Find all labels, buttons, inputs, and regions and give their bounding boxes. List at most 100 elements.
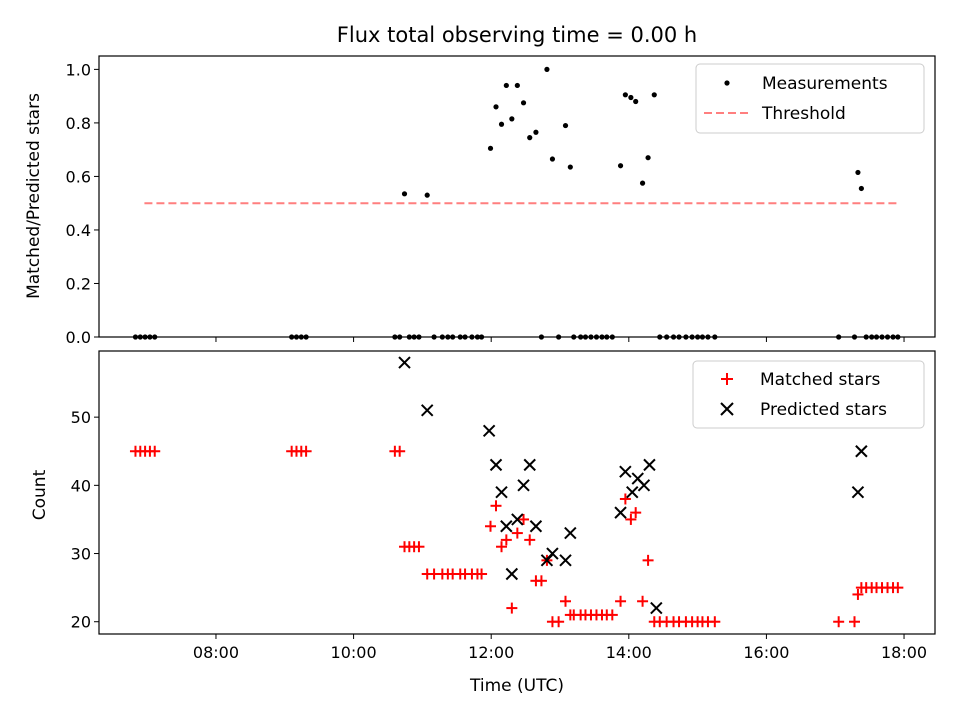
measurement-point — [628, 94, 634, 101]
bottom-y-tick-label: 30 — [71, 545, 91, 564]
measurement-point — [562, 122, 569, 129]
top-x-ticks — [215, 337, 905, 342]
top-y-tick-label: 0.6 — [66, 167, 91, 186]
matched-star-point — [485, 520, 497, 532]
matched-star-point — [500, 534, 512, 546]
measurement-point — [520, 100, 527, 106]
matched-star-point — [637, 595, 649, 607]
measurement-point — [639, 180, 646, 186]
predicted-star-point — [851, 485, 865, 499]
bottom-x-tick-label: 18:00 — [881, 643, 927, 662]
top-y-tick-label: 0.0 — [66, 328, 91, 347]
predicted-star-point — [626, 485, 639, 499]
bottom-x-tick-label: 14:00 — [606, 643, 652, 662]
measurement-point — [567, 164, 573, 170]
matched-star-point — [615, 595, 627, 607]
top-axes-frame — [98, 55, 936, 338]
measurement-point — [493, 104, 499, 110]
bottom-y-tick-label: 20 — [71, 613, 91, 632]
top-y-tick-label: 0.4 — [66, 221, 91, 240]
predicted-star-point — [546, 547, 559, 560]
matched-star-point — [852, 588, 864, 600]
top-legend-box — [695, 63, 925, 134]
predicted-star-point — [564, 526, 577, 540]
matched-star-point — [490, 500, 502, 512]
matched-star-point — [506, 602, 518, 614]
predicted-star-point — [523, 458, 536, 472]
matched-star-point — [149, 445, 161, 457]
measurement-point — [855, 169, 861, 176]
legend-matched-marker — [721, 373, 733, 385]
measurement-point — [527, 135, 533, 141]
predicted-star-point — [517, 479, 530, 492]
matched-star-point — [511, 527, 523, 539]
predicted-star-point — [650, 601, 663, 615]
matched-star-point — [300, 445, 312, 457]
top-panel: Flux total observing time = 0.00 h Match… — [24, 23, 936, 347]
matched-star-point — [833, 616, 845, 628]
bottom-y-axis-label: Count — [30, 469, 50, 520]
matched-star-point — [476, 568, 488, 580]
measurement-point — [503, 82, 509, 89]
bottom-y-ticks: 20 30 40 50 — [71, 408, 99, 632]
bottom-y-tick-label: 50 — [71, 408, 91, 427]
legend-threshold-label: Threshold — [761, 104, 846, 124]
measurement-point — [544, 66, 550, 72]
bottom-x-axis-label: Time (UTC) — [469, 676, 564, 696]
predicted-star-point — [529, 520, 543, 533]
predicted-star-point — [643, 458, 656, 472]
legend-predicted-marker — [720, 402, 734, 416]
top-y-axis-label: Matched/Predicted stars — [24, 93, 44, 299]
bottom-legend: Matched stars Predicted stars — [692, 360, 925, 429]
measurement-point — [514, 82, 520, 89]
predicted-star-point — [495, 485, 508, 499]
matched-star-point — [642, 554, 654, 566]
bottom-x-tick-label: 08:00 — [193, 643, 239, 662]
predicted-star-point — [500, 520, 513, 533]
bottom-y-tick-label: 40 — [71, 476, 91, 495]
measurement-point — [549, 156, 556, 162]
matched-star-point — [619, 493, 631, 505]
measurement-point — [622, 92, 628, 98]
bottom-legend-box — [692, 360, 925, 429]
predicted-star-point — [559, 554, 572, 567]
matched-star-point — [535, 575, 547, 587]
legend-measurements-marker — [724, 80, 730, 86]
matched-star-point — [892, 582, 904, 594]
top-y-ticks: 0.0 0.2 0.4 0.6 0.8 1.0 — [66, 60, 99, 347]
bottom-x-ticks: 08:00 10:00 12:00 14:00 16:00 18:00 — [193, 634, 927, 662]
bottom-x-tick-label: 10:00 — [331, 643, 377, 662]
matched-star-point — [394, 445, 406, 457]
matched-star-point — [625, 513, 637, 525]
matched-star-point — [709, 616, 721, 628]
measurement-point — [533, 129, 539, 135]
matched-star-point — [413, 541, 425, 553]
predicted-star-point — [511, 513, 524, 526]
measurement-point — [498, 121, 505, 127]
predicted-star-point — [619, 465, 632, 478]
measurement-point — [509, 116, 515, 122]
top-y-tick-label: 0.8 — [66, 114, 91, 133]
measurement-point — [487, 145, 494, 151]
bottom-plot-marks — [129, 356, 904, 628]
bottom-x-tick-label: 12:00 — [468, 643, 514, 662]
predicted-star-point — [398, 356, 411, 369]
measurement-point — [617, 163, 624, 169]
top-y-tick-label: 1.0 — [66, 60, 91, 79]
top-y-tick-label: 0.2 — [66, 274, 91, 293]
matched-star-point — [848, 616, 860, 628]
matched-star-point — [524, 534, 536, 546]
predicted-star-point — [505, 567, 519, 581]
matched-star-point — [518, 513, 530, 525]
top-legend: Measurements Threshold — [695, 63, 925, 134]
legend-measurements-label: Measurements — [762, 74, 888, 94]
bottom-panel: Count Time (UTC) 20 30 40 50 08:00 10:00 12:0… — [30, 350, 936, 696]
predicted-star-point — [421, 404, 434, 417]
predicted-star-point — [482, 424, 496, 437]
matched-star-point — [560, 595, 572, 607]
matched-star-point — [630, 507, 642, 519]
predicted-star-point — [855, 445, 868, 458]
matched-star-point — [553, 616, 565, 628]
bottom-axes-frame — [98, 350, 936, 635]
